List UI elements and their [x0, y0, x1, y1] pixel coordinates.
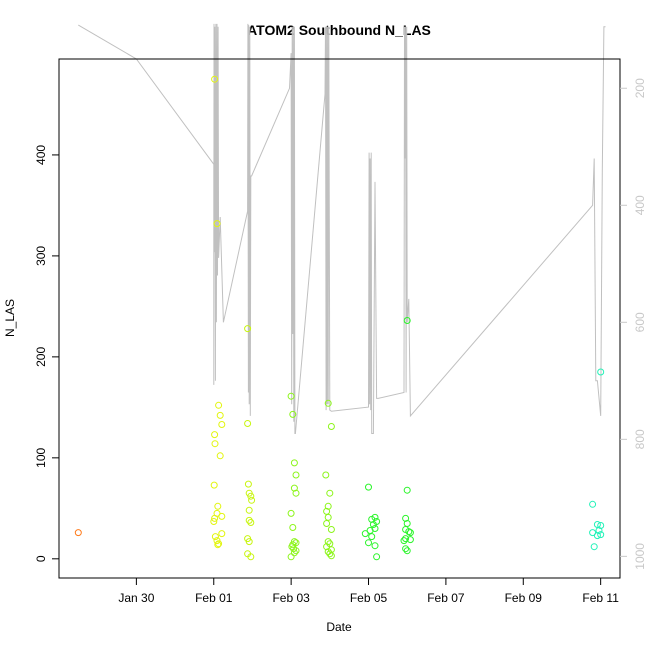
data-point — [211, 533, 219, 541]
data-point — [218, 530, 226, 538]
data-point — [215, 401, 223, 409]
data-point — [324, 513, 332, 521]
y-tick-label: 200 — [34, 347, 48, 367]
plot-area-border — [58, 58, 621, 579]
x-tick-label: Feb 01 — [195, 591, 233, 605]
data-point — [597, 522, 605, 529]
data-point — [327, 526, 335, 533]
data-point — [216, 411, 224, 419]
data-point — [218, 512, 226, 520]
data-point — [324, 399, 332, 407]
right-y-tick-label: 600 — [633, 312, 647, 332]
points-layer — [74, 75, 605, 561]
y-axis: 0 100 200 300 400 — [34, 145, 59, 562]
data-point — [287, 509, 295, 517]
x-axis: Jan 30 Feb 01 Feb 03 Feb 05 Feb 07 Feb 09 Feb … — [118, 578, 619, 605]
data-point — [361, 530, 369, 538]
data-point — [215, 540, 223, 548]
data-point — [211, 431, 219, 439]
x-tick-label: Jan 30 — [118, 591, 154, 605]
data-point — [371, 542, 379, 550]
data-point — [322, 471, 330, 479]
data-point — [244, 480, 252, 488]
data-point — [290, 545, 298, 553]
data-point — [400, 537, 408, 545]
data-point — [247, 553, 255, 561]
data-point — [405, 528, 413, 536]
x-tick-label: Feb 09 — [505, 591, 543, 605]
data-point — [244, 325, 252, 333]
data-point — [211, 440, 219, 448]
data-point — [245, 538, 253, 546]
data-point — [292, 471, 300, 479]
x-tick-label: Feb 05 — [350, 591, 388, 605]
secondary-line-layer — [78, 23, 606, 434]
data-point — [403, 547, 411, 555]
data-point — [406, 536, 414, 544]
data-point — [210, 518, 218, 525]
data-point — [366, 527, 374, 534]
data-point — [365, 539, 372, 547]
data-point — [365, 483, 372, 491]
chart-title: ATOM2 Southbound N_LAS — [247, 22, 431, 38]
data-point — [402, 545, 410, 553]
data-point — [373, 553, 381, 561]
x-tick-label: Feb 03 — [272, 591, 310, 605]
right-y-axis: 200 400 600 800 1000 — [620, 78, 647, 570]
y-tick-label: 0 — [34, 555, 48, 562]
data-point — [213, 220, 221, 228]
data-point — [327, 423, 335, 430]
secondary-series-line — [78, 23, 606, 434]
data-point — [247, 492, 255, 500]
data-point — [245, 506, 253, 514]
right-y-tick-label: 200 — [633, 78, 647, 98]
data-point — [593, 532, 601, 540]
data-point — [216, 452, 224, 460]
right-y-tick-label: 800 — [633, 429, 647, 449]
data-point — [218, 421, 226, 428]
x-tick-label: Feb 11 — [582, 591, 619, 605]
y-tick-label: 300 — [34, 246, 48, 266]
right-y-tick-label: 1000 — [633, 543, 647, 570]
x-axis-title: Date — [326, 620, 352, 634]
data-point — [597, 531, 605, 539]
data-point — [214, 541, 222, 549]
data-point — [323, 520, 331, 527]
data-point — [290, 459, 298, 467]
data-point — [597, 368, 605, 376]
y-tick-label: 100 — [34, 448, 48, 468]
data-point — [245, 516, 253, 524]
data-point — [590, 543, 598, 551]
data-point — [327, 552, 335, 560]
data-point — [211, 75, 219, 83]
data-point — [292, 489, 300, 497]
data-point — [210, 481, 218, 489]
data-point — [403, 486, 411, 494]
data-point — [369, 521, 377, 528]
data-point — [287, 553, 295, 561]
data-point — [326, 550, 334, 558]
data-point — [406, 529, 414, 537]
y-axis-title: N_LAS — [3, 299, 17, 337]
data-point — [368, 533, 376, 541]
data-point — [589, 500, 597, 508]
data-point — [288, 543, 296, 551]
x-tick-label: Feb 07 — [427, 591, 465, 605]
data-point — [287, 392, 295, 400]
y-tick-label: 400 — [34, 145, 48, 165]
data-point — [244, 420, 252, 427]
data-point — [211, 514, 219, 522]
data-point — [289, 524, 297, 531]
right-y-tick-label: 400 — [633, 195, 647, 215]
data-point — [248, 496, 256, 504]
data-point — [403, 317, 411, 324]
data-point — [402, 535, 410, 543]
data-point — [74, 529, 82, 537]
data-point — [214, 502, 222, 510]
data-point — [289, 410, 297, 418]
data-point — [247, 519, 255, 526]
data-point — [326, 489, 334, 497]
